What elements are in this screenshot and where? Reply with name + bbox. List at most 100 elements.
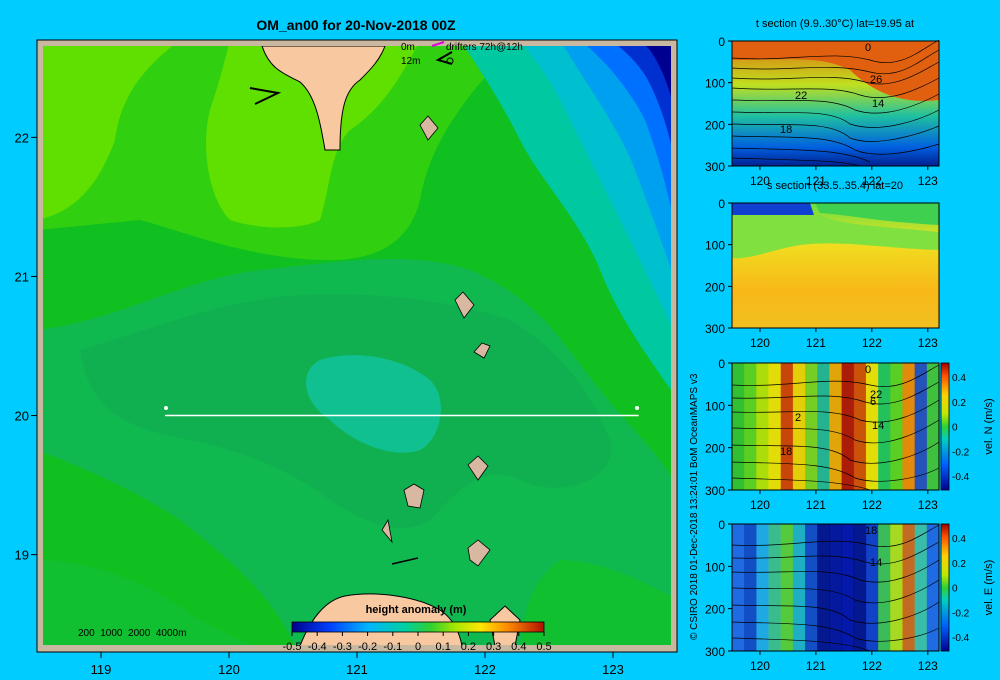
panel-title: s section (33.5..35.4) lat=20 [767, 180, 903, 192]
credit-text: © CSIRO 2018 01-Dec-2018 13:24:01 BoM Oc… [689, 373, 700, 640]
contour-label: 22 [795, 90, 807, 102]
depth-tick-label: 0 [718, 518, 725, 532]
depth-tick-label: 100 [705, 77, 725, 91]
panel-frame [731, 202, 940, 329]
vel-n-section-panel [731, 363, 940, 491]
contour-label: 18 [865, 525, 877, 537]
velocity-colorbar-tick: -0.4 [952, 472, 970, 483]
lon-tick-label: 123 [918, 498, 938, 512]
colorbar-tick-label: -0.2 [358, 641, 377, 653]
depth-tick-label: 200 [705, 442, 725, 456]
lon-tick-label: 119 [91, 662, 112, 677]
t-section-panel [731, 39, 940, 167]
lat-tick-label: 21 [15, 269, 29, 284]
height-anomaly-colorbar: height anomaly (m) -0.5 -0.4 -0.3 -0.2 -0.1 0… [283, 604, 552, 653]
contour-label: 18 [780, 446, 792, 458]
depth-tick-label: 200 [705, 603, 725, 617]
contour-label: 14 [872, 98, 884, 110]
contour-label: 6 [870, 396, 876, 408]
lon-tick-label: 123 [918, 336, 938, 350]
colorbar-title: height anomaly (m) [366, 604, 467, 616]
lon-tick-label: 120 [218, 662, 240, 677]
colorbar-tick-label: -0.3 [333, 641, 352, 653]
velocity-colorbar-tick: -0.2 [952, 608, 970, 619]
depth-tick-label: 100 [705, 239, 725, 253]
velocity-colorbar [940, 362, 950, 491]
map-title: OM_an00 for 20-Nov-2018 00Z [256, 17, 456, 33]
contour-label: 26 [870, 74, 882, 86]
contour-label: 0 [865, 364, 871, 376]
panel-frame [731, 523, 940, 652]
lat-tick-label: 19 [15, 548, 29, 563]
velocity-colorbar-tick: 0.2 [952, 559, 966, 570]
lon-tick-label: 121 [806, 498, 826, 512]
depth-tick-label: 100 [705, 399, 725, 413]
velocity-colorbar-tick: 0.2 [952, 398, 966, 409]
lon-tick-label: 121 [806, 659, 826, 673]
panel-axes: t section (9.9..30°C) lat=19.95 at010020… [705, 18, 995, 673]
depth-tick-label: 300 [705, 645, 725, 659]
lon-tick-label: 120 [750, 498, 770, 512]
lon-tick-label: 123 [602, 662, 624, 677]
velocity-colorbar [940, 523, 950, 652]
height-anomaly-field [43, 46, 671, 646]
colorbar-tick-label: -0.1 [383, 641, 402, 653]
legend-depth-12m: 12m [401, 56, 420, 67]
legend-depth-0m: 0m [401, 42, 415, 53]
vel-e-section-panel [731, 524, 940, 652]
lon-tick-label: 122 [862, 174, 882, 188]
colorbar-tick-label: 0.1 [436, 641, 451, 653]
velocity-colorbar-tick: 0 [952, 584, 958, 595]
drifter-legend-icon [431, 41, 445, 47]
map-axes: 119 120 121 122 123 22 21 20 19 [15, 130, 624, 677]
lon-tick-label: 122 [474, 662, 496, 677]
lon-tick-label: 121 [346, 662, 368, 677]
colorbar-tick-label: 0.4 [511, 641, 526, 653]
depth-tick-label: 200 [705, 280, 725, 294]
lon-tick-label: 122 [862, 498, 882, 512]
contour-label: 14 [870, 557, 882, 569]
velocity-colorbar-tick: 0.4 [952, 373, 966, 384]
colorbar-tick-label: -0.5 [283, 641, 302, 653]
colorbar-tick-label: 0.3 [486, 641, 501, 653]
velocity-colorbar-tick: 0.4 [952, 534, 966, 545]
depth-tick-label: 300 [705, 160, 725, 174]
lat-tick-label: 20 [15, 409, 29, 424]
contour-label: 14 [872, 420, 884, 432]
depth-tick-label: 0 [718, 357, 725, 371]
lon-tick-label: 120 [750, 174, 770, 188]
lon-tick-label: 121 [806, 336, 826, 350]
depth-tick-label: 0 [718, 35, 725, 49]
velocity-colorbar-label: vel. E (m/s) [983, 560, 995, 616]
colorbar-tick-label: -0.4 [308, 641, 327, 653]
panel-title: t section (9.9..30°C) lat=19.95 at [756, 18, 914, 30]
colorbar-tick-label: 0.2 [461, 641, 476, 653]
velocity-colorbar-tick: -0.4 [952, 633, 970, 644]
depth-tick-label: 200 [705, 118, 725, 132]
contour-label: 22 [870, 389, 882, 401]
depth-tick-label: 300 [705, 484, 725, 498]
lon-tick-label: 120 [750, 659, 770, 673]
depth-tick-label: 0 [718, 197, 725, 211]
lon-tick-label: 123 [918, 659, 938, 673]
depth-tick-label: 100 [705, 560, 725, 574]
s-section-panel [732, 203, 939, 328]
legend-drifters: drifters 72h@12h [446, 42, 523, 53]
bathy-contour-legend: 200 1000 2000 4000m [78, 628, 186, 639]
map-frame [37, 40, 677, 652]
lon-tick-label: 122 [862, 659, 882, 673]
panel-frame [731, 40, 940, 167]
colorbar-tick-label: 0 [415, 641, 421, 653]
lat-tick-label: 22 [15, 130, 29, 145]
velocity-colorbar-tick: 0 [952, 423, 958, 434]
lon-tick-label: 123 [918, 174, 938, 188]
colorbar-tick-label: 0.5 [536, 641, 551, 653]
lon-tick-label: 121 [806, 174, 826, 188]
depth-tick-label: 300 [705, 322, 725, 336]
contour-label: 2 [795, 412, 801, 424]
panel-frame [731, 362, 940, 491]
velocity-colorbar-tick: -0.2 [952, 447, 970, 458]
velocity-colorbar-label: vel. N (m/s) [983, 398, 995, 454]
contour-label: 0 [865, 42, 871, 54]
